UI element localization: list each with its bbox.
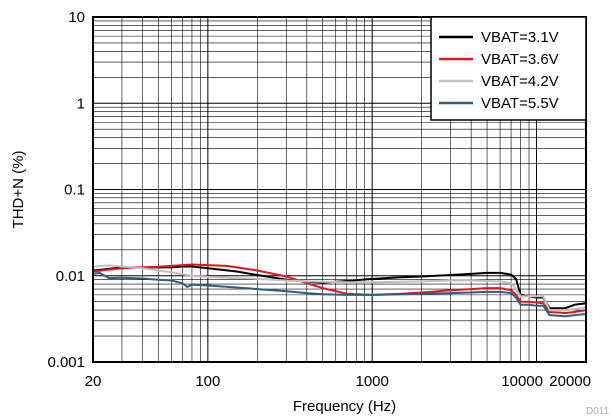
legend: VBAT=3.1V VBAT=3.6V VBAT=4.2V VBAT=5.5V	[430, 16, 587, 121]
x-tick-label: 20	[85, 373, 102, 390]
legend-label-2: VBAT=3.6V	[481, 51, 559, 68]
y-tick-labels: 10 1 0.1 0.01 0.001	[47, 9, 85, 371]
series-lines	[92, 263, 587, 318]
figure-id-label: D011	[586, 406, 610, 417]
series-line-4	[92, 271, 587, 318]
plot-frame	[92, 16, 587, 363]
x-tick-labels: 20 100 1000 10000 20000	[85, 373, 591, 390]
x-tick-label: 1000	[356, 373, 389, 390]
y-tick-label: 10	[68, 9, 85, 26]
y-tick-label: 0.1	[64, 182, 85, 199]
legend-label-1: VBAT=3.1V	[481, 29, 559, 46]
y-tick-label: 1	[77, 95, 85, 112]
y-tick-label: 0.01	[56, 268, 85, 285]
x-tick-label: 100	[195, 373, 220, 390]
y-tick-label: 0.001	[47, 354, 85, 371]
x-tick-label: 20000	[549, 373, 591, 390]
x-tick-label: 10000	[501, 373, 543, 390]
series-line-3	[92, 264, 587, 312]
legend-label-4: VBAT=5.5V	[481, 95, 559, 112]
x-axis-title: Frequency (Hz)	[293, 398, 396, 415]
legend-label-3: VBAT=4.2V	[481, 73, 559, 90]
y-axis-title: THD+N (%)	[10, 151, 27, 229]
grid	[92, 17, 587, 363]
series-line-1	[92, 265, 587, 310]
